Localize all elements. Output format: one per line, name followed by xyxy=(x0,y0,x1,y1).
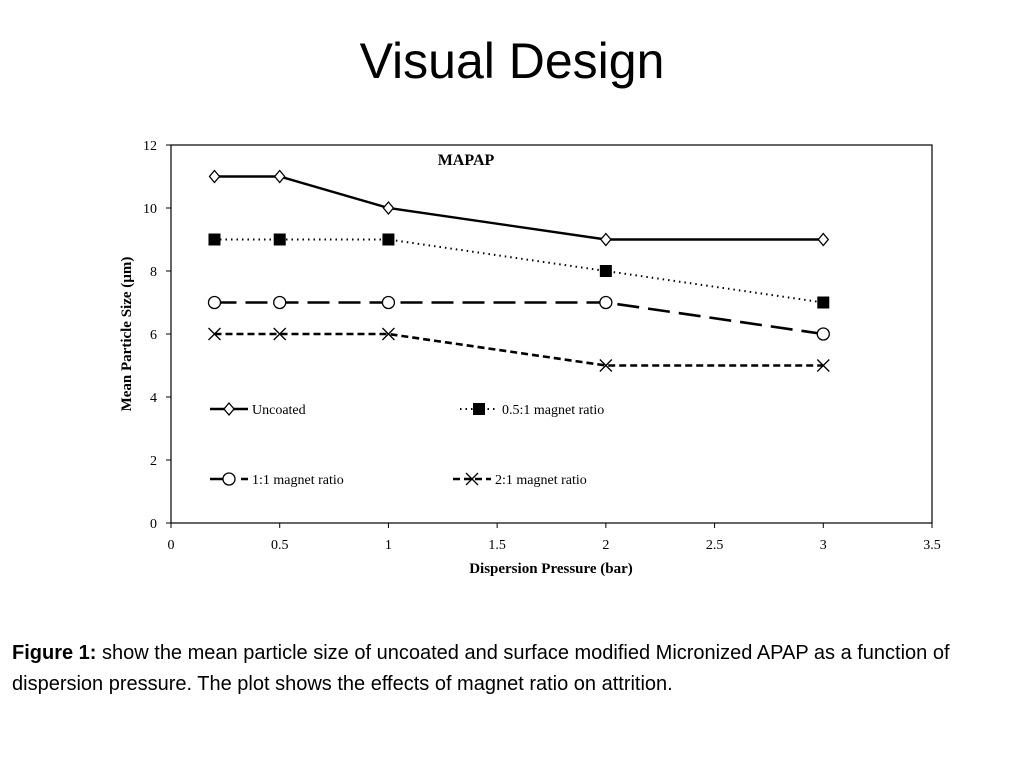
data-point xyxy=(599,295,613,310)
legend-item: 0.5:1 magnet ratio xyxy=(460,403,604,418)
legend-swatch-marker xyxy=(223,401,235,417)
series-layer xyxy=(207,169,830,372)
series-line xyxy=(214,238,824,304)
x-tick-label: 2 xyxy=(602,538,609,553)
series-2 xyxy=(208,233,830,309)
data-point xyxy=(273,233,286,246)
series-4 xyxy=(208,327,830,372)
legend-item: Uncoated xyxy=(210,401,306,418)
legend-swatch-marker xyxy=(465,472,479,486)
data-point xyxy=(207,295,222,310)
x-axis-label: Dispersion Pressure (bar) xyxy=(469,561,633,577)
slide-title: Visual Design xyxy=(359,33,665,89)
legend: Uncoated 0.5:1 magnet ratio 1:1 magnet rat… xyxy=(210,401,604,488)
data-point xyxy=(208,327,221,341)
y-tick-label: 10 xyxy=(143,202,157,217)
series-line xyxy=(214,301,824,336)
legend-item: 2:1 magnet ratio xyxy=(453,472,587,488)
legend-label: Uncoated xyxy=(252,403,306,418)
y-tick-label: 12 xyxy=(143,139,157,154)
data-point xyxy=(381,327,395,341)
caption-text: show the mean particle size of uncoated … xyxy=(12,642,950,695)
y-axis: 0 2 4 6 8 10 12 xyxy=(143,139,171,532)
data-point xyxy=(816,327,830,341)
caption-label: Figure 1: xyxy=(12,642,97,664)
x-tick-label: 3 xyxy=(820,538,827,553)
y-tick-label: 8 xyxy=(150,265,157,280)
x-tick-label: 0 xyxy=(168,538,175,553)
data-point xyxy=(273,327,287,341)
y-tick-label: 0 xyxy=(150,517,157,532)
y-tick-label: 6 xyxy=(150,328,157,343)
y-tick-label: 2 xyxy=(150,454,157,469)
x-tick-label: 1 xyxy=(385,538,392,553)
data-point xyxy=(817,232,830,247)
x-axis: 0 0.5 1 1.5 2 2.5 3 3.5 xyxy=(168,523,941,553)
legend-item: 1:1 magnet ratio xyxy=(210,472,344,488)
x-tick-label: 2.5 xyxy=(706,538,724,553)
series-1 xyxy=(208,169,830,247)
series-3 xyxy=(207,295,830,341)
data-point xyxy=(208,169,221,184)
data-point xyxy=(382,233,395,246)
y-axis-label: Mean Particle Size (µm) xyxy=(119,257,135,412)
data-point xyxy=(273,295,287,310)
y-tick-label: 4 xyxy=(150,391,157,406)
legend-label: 2:1 magnet ratio xyxy=(495,473,587,488)
data-point xyxy=(599,265,612,277)
x-tick-label: 3.5 xyxy=(923,538,941,553)
data-point xyxy=(816,359,830,372)
data-point xyxy=(599,359,613,372)
data-point xyxy=(817,296,830,309)
x-tick-label: 1.5 xyxy=(488,538,506,553)
line-chart: 0 2 4 6 8 10 12 0 0.5 1 1.5 2 2.5 3 3.5 Uncoated 0.5:1… xyxy=(119,139,941,577)
figure-caption: Figure 1: show the mean particle size of… xyxy=(12,638,1012,700)
legend-label: 0.5:1 magnet ratio xyxy=(502,403,604,418)
data-point xyxy=(382,200,395,216)
data-point xyxy=(208,233,221,246)
legend-label: 1:1 magnet ratio xyxy=(252,473,344,488)
legend-swatch-marker xyxy=(473,403,485,415)
x-tick-label: 0.5 xyxy=(271,538,289,553)
data-point xyxy=(381,295,396,310)
chart-title: MAPAP xyxy=(438,152,495,169)
data-point xyxy=(273,169,286,184)
legend-swatch-marker xyxy=(222,472,236,486)
series-line xyxy=(214,332,824,367)
series-line xyxy=(214,175,824,241)
data-point xyxy=(600,232,612,247)
